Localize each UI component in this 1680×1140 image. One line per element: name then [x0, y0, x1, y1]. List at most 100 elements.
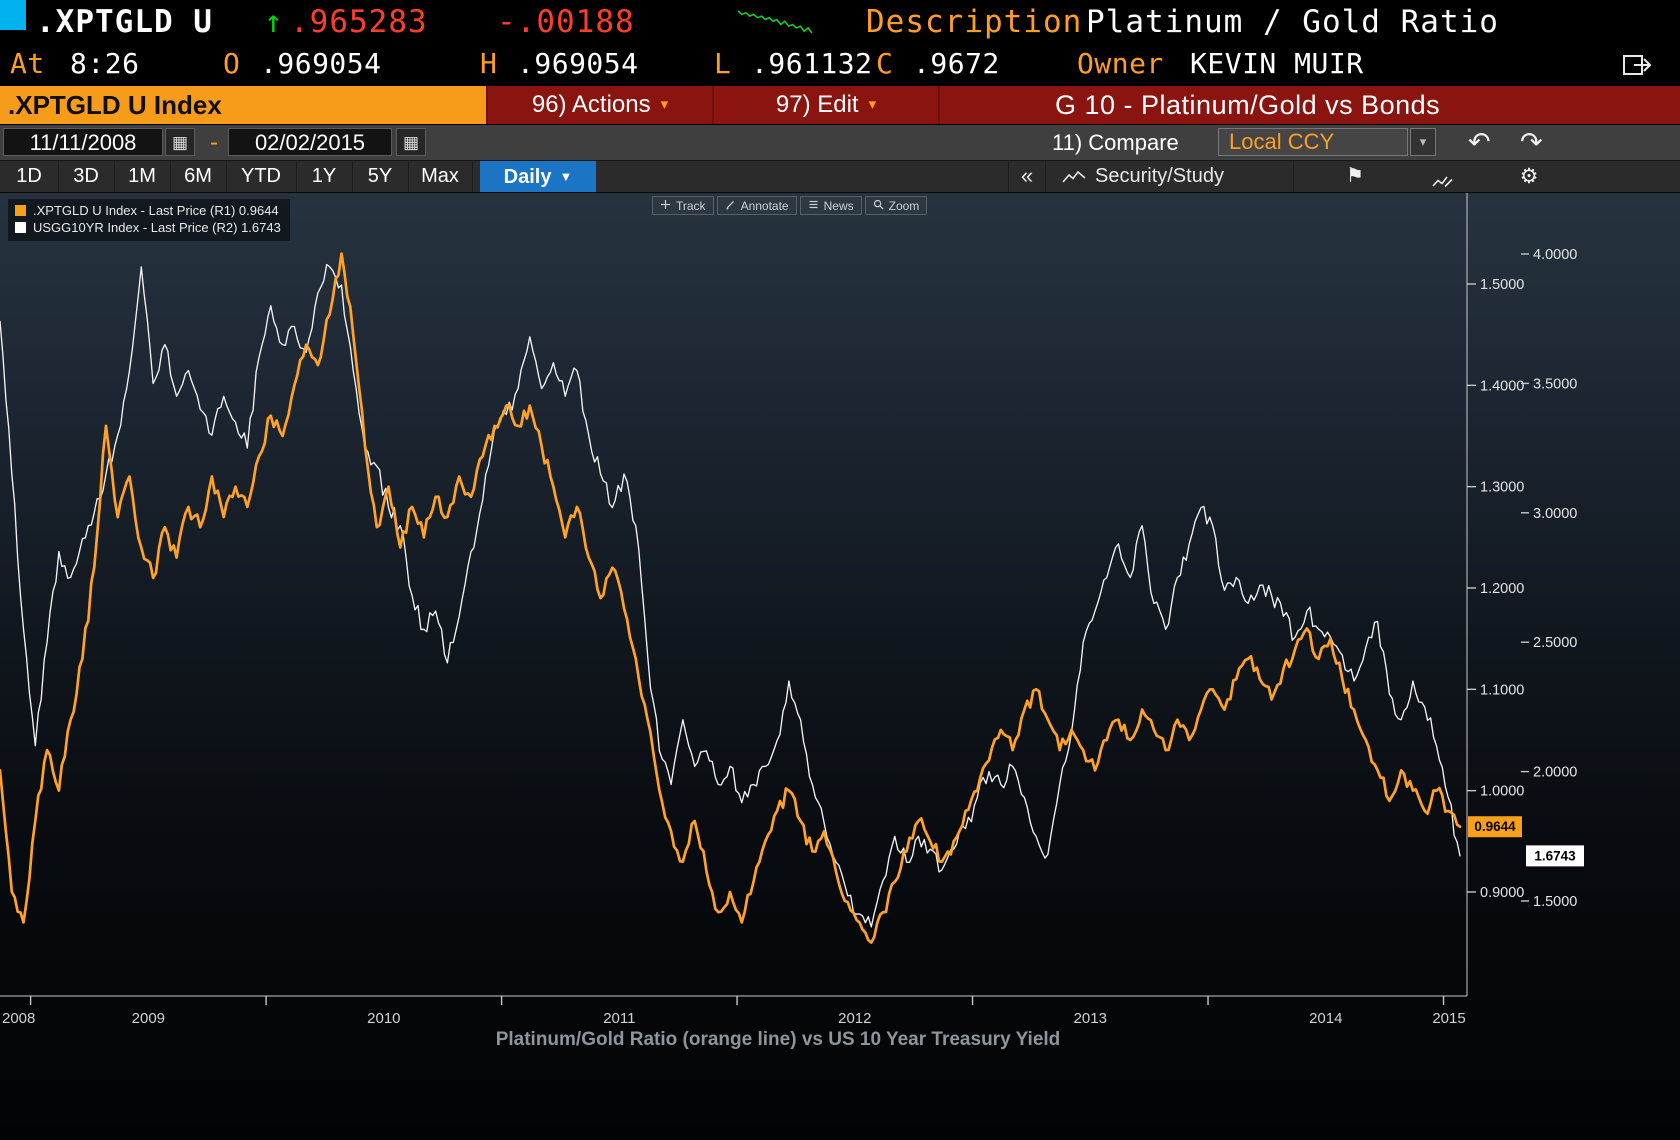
- annotate-chart-icon: [1432, 176, 1453, 188]
- open-value: .969054: [260, 47, 382, 80]
- chart-plot-area[interactable]: 1.5000 1.4000 1.3000 1.2000 1.1000 1.0000 0.90…: [0, 193, 1680, 1140]
- right-axis-r2-label: 2.0000: [1533, 765, 1577, 781]
- right-axis-r2-label: 4.0000: [1533, 247, 1577, 263]
- export-button[interactable]: [1622, 50, 1656, 80]
- x-axis-year-label: 2015: [1432, 1010, 1465, 1027]
- description-value: Platinum / Gold Ratio: [1086, 4, 1499, 40]
- chevron-down-icon: ▼: [559, 169, 573, 184]
- legend-item[interactable]: .XPTGLD U Index - Last Price (R1) 0.9644: [15, 202, 281, 219]
- x-axis-year-label: 2010: [367, 1010, 400, 1027]
- series-xptgld-line: [0, 252, 1462, 944]
- redo-icon: ↷: [1520, 127, 1543, 157]
- settings-button[interactable]: ⚙: [1506, 161, 1552, 192]
- export-icon: [1623, 55, 1652, 75]
- chart-tool-label: Annotate: [740, 198, 789, 213]
- redo-button[interactable]: ↷: [1520, 125, 1543, 159]
- period-toolbar: Daily ▼ « Security/Study ⚑ ⚙ 1D 3D 1M 6M YTD 1…: [0, 160, 1680, 193]
- chart-caption: Platinum/Gold Ratio (orange line) vs US …: [496, 1029, 1061, 1050]
- security-study-button[interactable]: Security/Study: [1052, 161, 1294, 192]
- x-axis-year-label: 2011: [603, 1010, 635, 1027]
- date-from-input[interactable]: 11/11/2008: [3, 128, 163, 156]
- series-usgg10yr-line: [0, 263, 1461, 928]
- close-label: C: [876, 47, 894, 80]
- high-value: .969054: [517, 47, 639, 80]
- calendar-icon: ▦: [171, 133, 189, 152]
- x-axis-year-label: 2014: [1309, 1010, 1342, 1027]
- high-label: H: [480, 47, 498, 80]
- chart-tool-annotate[interactable]: Annotate: [716, 196, 797, 215]
- period-tab-3d[interactable]: 3D: [58, 161, 115, 192]
- at-label: At: [10, 47, 45, 80]
- chart-area: 1.5000 1.4000 1.3000 1.2000 1.1000 1.0000 0.90…: [0, 193, 1680, 1140]
- owner-label: Owner: [1077, 47, 1164, 80]
- right-axis-r1-label: 1.0000: [1480, 784, 1524, 800]
- description-label: Description: [866, 4, 1083, 40]
- frequency-select[interactable]: Daily ▼: [480, 161, 596, 192]
- close-value: .9672: [913, 47, 1000, 80]
- security-title[interactable]: .XPTGLD U Index: [0, 86, 486, 124]
- ticker-symbol: .XPTGLD U: [36, 4, 213, 40]
- time-value: 8:26: [70, 47, 140, 80]
- flag-icon: ⚑: [1346, 165, 1364, 187]
- open-label: O: [223, 47, 241, 80]
- right-axis-r2-label: 2.5000: [1533, 635, 1577, 651]
- x-axis-year-label: 2008: [2, 1010, 35, 1027]
- chevron-down-icon: ▾: [868, 96, 877, 113]
- chart-tool-label: Track: [676, 198, 706, 213]
- chart-tool-track[interactable]: Track: [652, 196, 714, 215]
- last-value-r2: 1.6743: [1534, 848, 1576, 863]
- chart-tool-zoom[interactable]: Zoom: [864, 196, 928, 215]
- period-tab-1d[interactable]: 1D: [0, 161, 59, 192]
- actions-menu[interactable]: 96) Actions ▾: [486, 86, 714, 124]
- calendar-from-button[interactable]: ▦: [165, 128, 195, 156]
- x-axis-year-label: 2013: [1074, 1010, 1107, 1027]
- legend-label: .XPTGLD U Index - Last Price (R1) 0.9644: [33, 203, 279, 218]
- low-label: L: [714, 47, 732, 80]
- right-axis-r2-label: 1.5000: [1533, 894, 1577, 910]
- chart-tools-bar: Track Annotate News Zoom: [652, 196, 928, 215]
- edit-menu[interactable]: 97) Edit ▾: [712, 86, 940, 124]
- period-tab-1y[interactable]: 1Y: [296, 161, 353, 192]
- right-axis-r1-label: 1.2000: [1480, 581, 1524, 597]
- annotate-icon: [725, 199, 736, 213]
- legend-swatch: [15, 222, 26, 233]
- legend-item[interactable]: USGG10YR Index - Last Price (R2) 1.6743: [15, 219, 281, 236]
- line-chart-icon: [1062, 170, 1086, 183]
- period-tab-max[interactable]: Max: [408, 161, 473, 192]
- period-tab-ytd[interactable]: YTD: [226, 161, 297, 192]
- edit-menu-label: 97) Edit: [775, 91, 859, 118]
- right-axis-r1-label: 0.9000: [1480, 885, 1524, 901]
- menu-band: .XPTGLD U Index 96) Actions ▾ 97) Edit ▾ G…: [0, 86, 1680, 124]
- collapse-panel-button[interactable]: «: [1008, 161, 1046, 192]
- chart-function-title: G 10 - Platinum/Gold vs Bonds: [1055, 90, 1441, 120]
- chart-tool-news[interactable]: News: [799, 196, 862, 215]
- date-to-input[interactable]: 02/02/2015: [228, 128, 392, 156]
- period-tab-6m[interactable]: 6M: [170, 161, 227, 192]
- right-axis-r2-label: 3.5000: [1533, 376, 1577, 392]
- right-axis-r2-label: 3.0000: [1533, 506, 1577, 522]
- x-axis-year-label: 2009: [132, 1010, 165, 1027]
- currency-dropdown-button[interactable]: ▾: [1410, 128, 1436, 156]
- last-value-r1: 0.9644: [1474, 819, 1516, 834]
- actions-menu-label: 96) Actions: [531, 91, 651, 118]
- calendar-to-button[interactable]: ▦: [396, 128, 426, 156]
- track-icon: [660, 199, 671, 213]
- currency-select[interactable]: Local CCY: [1218, 128, 1408, 156]
- x-axis-year-label: 2012: [838, 1010, 871, 1027]
- compare-button[interactable]: 11) Compare: [1052, 130, 1179, 155]
- period-tab-1m[interactable]: 1M: [114, 161, 171, 192]
- right-axis-r1-label: 1.5000: [1480, 277, 1524, 293]
- flag-button[interactable]: ⚑: [1332, 161, 1378, 192]
- undo-icon: ↶: [1468, 127, 1491, 157]
- right-axis-r1-label: 1.1000: [1480, 682, 1524, 698]
- last-value-badge-r2: [1526, 845, 1584, 867]
- chart-legend: .XPTGLD U Index - Last Price (R1) 0.9644…: [8, 199, 290, 241]
- chart-tool-label: News: [823, 198, 854, 213]
- undo-button[interactable]: ↶: [1468, 125, 1491, 159]
- annotate-chart-button[interactable]: [1420, 161, 1466, 192]
- last-value-badge-r1: [1468, 816, 1522, 838]
- last-price: .965283: [290, 4, 428, 40]
- chevron-down-icon: ▾: [660, 96, 669, 113]
- period-tab-5y[interactable]: 5Y: [352, 161, 409, 192]
